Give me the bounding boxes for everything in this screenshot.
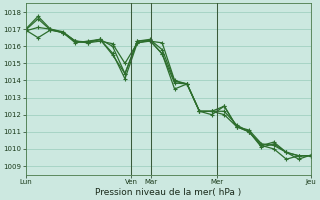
X-axis label: Pression niveau de la mer( hPa ): Pression niveau de la mer( hPa ) [95,188,242,197]
